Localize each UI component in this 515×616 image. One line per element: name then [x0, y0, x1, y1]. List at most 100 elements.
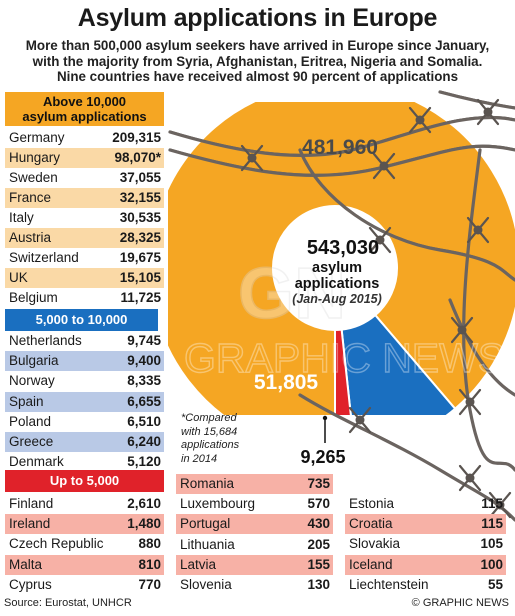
barb: [466, 216, 490, 244]
subtitle-line: More than 500,000 asylum seekers have ar…: [25, 38, 490, 53]
table-row: Latvia 155: [176, 554, 333, 575]
table-row: Italy 30,535: [5, 208, 164, 228]
country-name: Croatia: [349, 516, 393, 532]
group-header-label: 5,000 to 10,000: [35, 312, 128, 327]
wire-strand-highlight: [463, 148, 515, 470]
country-name: Ireland: [9, 516, 51, 532]
group-header-above-10000: Above 10,000 asylum applications: [5, 92, 164, 126]
subtitle-line: Nine countries have received almost 90 p…: [56, 69, 459, 84]
table-row: Lithuania 205: [176, 535, 333, 555]
application-count: 205: [307, 536, 330, 552]
table-row: Germany 209,315: [5, 128, 164, 148]
country-name: Austria: [9, 230, 52, 245]
country-name: France: [9, 190, 52, 205]
country-name: Slovenia: [180, 577, 232, 592]
table-row: Norway 8,335: [5, 371, 164, 391]
application-count: 105: [480, 536, 503, 552]
application-count: 430: [307, 516, 330, 532]
table-row: Slovenia 130: [176, 575, 333, 595]
table-row: UK 15,105: [5, 268, 164, 288]
application-count: 735: [307, 476, 330, 491]
group-header-line: Above 10,000: [42, 94, 127, 109]
barb: [450, 316, 474, 344]
table-row: Netherlands 9,745: [5, 331, 164, 351]
table-row: Ireland 1,480: [5, 514, 164, 535]
footnote-line: *Compared: [181, 412, 237, 424]
barbed-wire-decoration: [168, 90, 515, 522]
table-row: Croatia 115: [345, 514, 506, 535]
table-row: Slovakia 105: [345, 534, 506, 554]
pie-slice-5-000-to-10-000: [340, 313, 457, 415]
table-row: Estonia 115: [345, 494, 506, 514]
data-label-5000-10000: 51,805: [254, 371, 319, 394]
wire-strand: [168, 144, 515, 177]
application-count: 115: [481, 496, 503, 511]
donut-labels: 481,960 51,805 9,265 543,030asylumapplicati…: [254, 136, 382, 467]
country-name: Italy: [9, 210, 34, 225]
table-row: Austria 28,325: [5, 228, 164, 248]
country-name: Portugal: [180, 516, 231, 532]
barb: [458, 464, 482, 492]
group-header-5000-10000: 5,000 to 10,000: [5, 309, 158, 331]
application-count: 570: [307, 496, 330, 512]
application-count: 6,655: [127, 393, 161, 409]
application-count: 6,510: [127, 413, 161, 429]
country-name: Netherlands: [9, 333, 82, 348]
data-label-up-to-5000: 9,265: [300, 447, 345, 467]
wire-strand-highlight: [169, 115, 515, 156]
wire-strand-highlight: [169, 144, 515, 175]
table-row: Bulgaria 9,400: [5, 351, 164, 372]
application-count: 9,400: [127, 353, 161, 369]
subtitle-line: with the majority from Syria, Afghanista…: [32, 53, 483, 69]
country-name: Spain: [9, 393, 44, 409]
country-name: Norway: [9, 373, 55, 389]
donut-group: [168, 102, 515, 415]
country-name: Poland: [9, 413, 52, 429]
application-count: 8,335: [127, 373, 161, 389]
table-row: Belgium 11,725: [5, 288, 164, 308]
application-count: 2,610: [127, 496, 161, 511]
country-name: Czech Republic: [9, 536, 104, 552]
data-label-above-10000: 481,960: [302, 136, 378, 159]
wire-strand: [168, 115, 515, 158]
application-count: 11,725: [120, 290, 161, 305]
watermark-text: GRAPHIC NEWS: [184, 335, 505, 381]
application-count: 1,480: [127, 516, 161, 532]
table-row: Spain 6,655: [5, 391, 164, 412]
country-name: Finland: [9, 496, 54, 511]
page-title: Asylum applications in Europe: [77, 4, 438, 32]
wire-strand: [438, 90, 515, 110]
application-count: 9,745: [127, 333, 161, 348]
country-name: Cyprus: [9, 576, 52, 592]
table-row: Cyprus 770: [5, 575, 164, 595]
barb: [368, 226, 392, 254]
application-count: 37,055: [119, 170, 161, 185]
country-name: Luxembourg: [180, 496, 256, 512]
wire-strand-highlight: [299, 148, 515, 280]
center-label-line: asylum: [312, 260, 362, 276]
country-name: Liechtenstein: [349, 576, 429, 592]
country-name: Iceland: [349, 556, 393, 572]
country-name: Denmark: [9, 454, 64, 470]
application-count: 6,240: [127, 434, 161, 449]
subtitle: More than 500,000 asylum seekers have ar…: [6, 38, 509, 85]
application-count: 55: [487, 576, 503, 592]
table-row: Poland 6,510: [5, 412, 164, 432]
application-count: 98,070*: [114, 150, 161, 165]
center-total: 543,030: [307, 237, 379, 259]
country-name: Slovakia: [349, 536, 401, 552]
application-count: 810: [138, 556, 161, 572]
table-row: Switzerland 19,675: [5, 248, 164, 268]
application-count: 115: [481, 516, 503, 532]
barb: [348, 406, 372, 434]
table-row: Portugal 430: [176, 514, 333, 535]
country-name: Lithuania: [180, 536, 235, 552]
table-row: Finland 2,610: [5, 494, 164, 514]
footnote-line: applications: [181, 439, 240, 451]
pie-slice-up-to-5-000: [334, 328, 352, 415]
table-row: Greece 6,240: [5, 432, 164, 452]
application-count: 15,105: [119, 270, 161, 285]
application-count: 19,675: [119, 250, 161, 265]
country-name: Latvia: [180, 556, 217, 572]
